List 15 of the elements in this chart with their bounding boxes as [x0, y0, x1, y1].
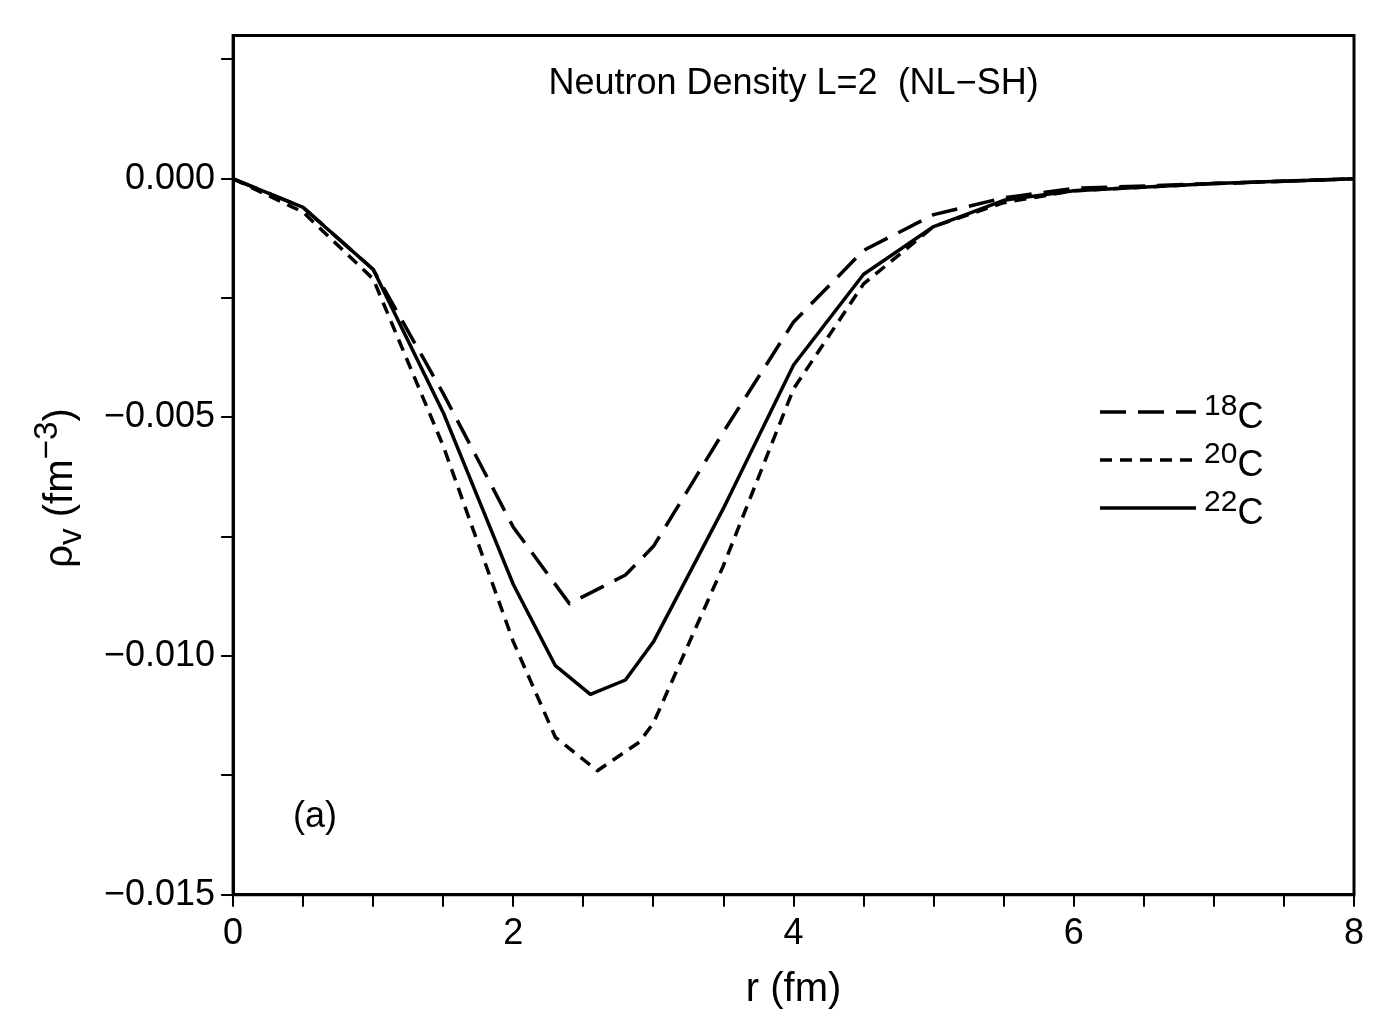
x-tick-label: 4	[783, 911, 804, 953]
y-tick-label: −0.005	[103, 394, 216, 436]
x-tick-label: 2	[503, 911, 524, 953]
text: Neutron Density L=2 (NL−SH)	[548, 60, 1039, 102]
annotation: (a)	[293, 793, 338, 835]
y-tick-label: −0.015	[103, 871, 216, 913]
x-tick-label: 8	[1343, 911, 1365, 953]
x-tick-label: 6	[1063, 911, 1084, 953]
x-axis-title: r (fm)	[745, 965, 842, 1010]
legend-label: $^{18}$C	[1204, 387, 1264, 437]
legend-label: $^{20}$C	[1204, 435, 1264, 485]
legend-label: $^{22}$C	[1204, 483, 1264, 533]
x-tick-label: 0	[223, 911, 244, 953]
y-tick-label: −0.010	[103, 633, 216, 675]
y-tick-label: 0.000	[125, 155, 216, 197]
